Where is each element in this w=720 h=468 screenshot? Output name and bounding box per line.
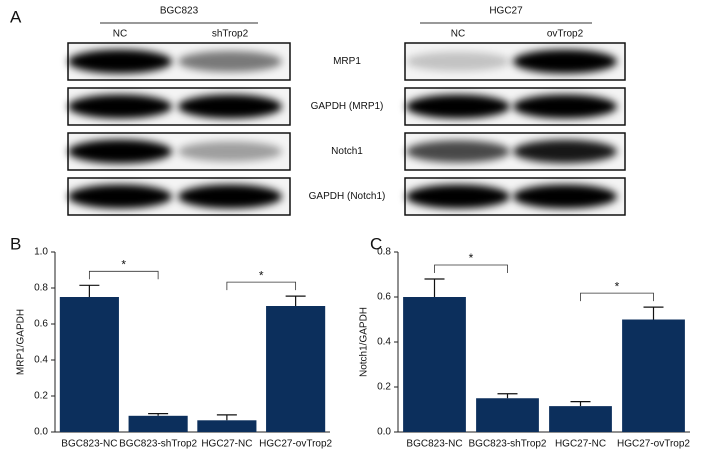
blot-band xyxy=(68,94,172,119)
lane-label: ovTrop2 xyxy=(547,29,584,40)
y-tick-label: 0.6 xyxy=(377,292,391,303)
y-tick-label: 0.2 xyxy=(377,382,391,393)
blot-band xyxy=(406,94,510,119)
significance-label: * xyxy=(615,279,620,293)
blot-band xyxy=(406,140,510,163)
significance-bracket xyxy=(434,264,508,273)
blot-band xyxy=(68,139,172,164)
significance-bracket xyxy=(580,292,654,302)
panel-label: A xyxy=(10,7,22,26)
x-tick-label: BGC823-NC xyxy=(406,439,462,450)
bar xyxy=(622,319,685,432)
row-label: GAPDH (MRP1) xyxy=(311,101,384,112)
significance-bracket xyxy=(88,270,159,280)
significance-label: * xyxy=(259,268,264,282)
significance-bracket xyxy=(226,281,297,291)
blot-band xyxy=(68,49,172,74)
lane-label: NC xyxy=(451,29,465,40)
blot-band xyxy=(68,184,172,209)
blot-band xyxy=(513,94,617,119)
lane-label: shTrop2 xyxy=(212,29,249,40)
significance-label: * xyxy=(121,257,126,271)
blot-band xyxy=(178,94,282,119)
group-label: BGC823 xyxy=(160,6,199,17)
bar xyxy=(403,297,466,432)
blot-band xyxy=(178,141,282,162)
bar xyxy=(266,306,326,432)
y-tick-label: 0.6 xyxy=(34,319,48,330)
x-tick-label: BGC823-NC xyxy=(61,439,117,450)
blot-band xyxy=(406,184,510,209)
y-tick-label: 0.4 xyxy=(377,337,391,348)
x-tick-label: BGC823-shTrop2 xyxy=(119,439,197,450)
lane-label: NC xyxy=(113,29,127,40)
x-tick-label: HGC27-ovTrop2 xyxy=(617,439,690,450)
blot-band xyxy=(513,139,617,164)
row-label: GAPDH (Notch1) xyxy=(309,191,386,202)
panel-label: B xyxy=(10,234,21,253)
x-tick-label: HGC27-NC xyxy=(201,439,252,450)
x-tick-label: HGC27-NC xyxy=(555,439,606,450)
y-tick-label: 0.4 xyxy=(34,355,48,366)
y-tick-label: 0.8 xyxy=(377,247,391,258)
y-tick-label: 0.0 xyxy=(34,427,48,438)
y-axis-label: Notch1/GAPDH xyxy=(359,307,370,377)
group-label: HGC27 xyxy=(489,6,523,17)
row-label: Notch1 xyxy=(331,146,363,157)
y-tick-label: 1.0 xyxy=(34,247,48,258)
bar xyxy=(197,420,257,432)
blot-band xyxy=(178,51,282,72)
row-label: MRP1 xyxy=(333,56,361,67)
bar xyxy=(128,415,188,432)
x-tick-label: BGC823-shTrop2 xyxy=(469,439,547,450)
blot-band xyxy=(178,184,282,209)
bar xyxy=(476,398,539,432)
significance-label: * xyxy=(469,251,474,265)
y-tick-label: 0.0 xyxy=(377,427,391,438)
y-tick-label: 0.8 xyxy=(34,283,48,294)
panel-label: C xyxy=(370,234,382,253)
y-tick-label: 0.2 xyxy=(34,391,48,402)
blot-band xyxy=(513,184,617,209)
y-axis-label: MRP1/GAPDH xyxy=(16,309,27,375)
blot-band xyxy=(513,49,617,74)
bar xyxy=(59,297,119,432)
bar xyxy=(549,406,612,432)
blot-band xyxy=(406,51,510,72)
x-tick-label: HGC27-ovTrop2 xyxy=(259,439,332,450)
